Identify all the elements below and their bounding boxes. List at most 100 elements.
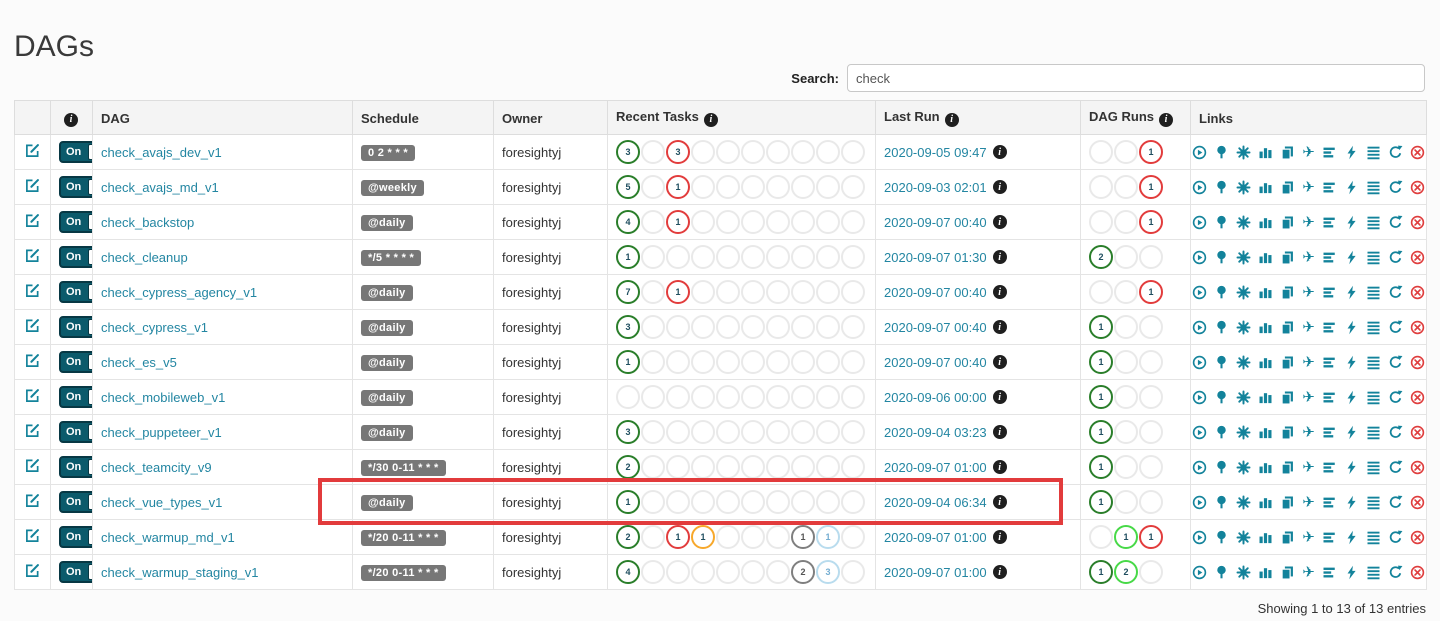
task-state-circle-success[interactable]: 3: [616, 140, 640, 164]
edit-dag-icon[interactable]: [25, 458, 40, 473]
gantt-view-icon[interactable]: [1322, 495, 1337, 510]
tree-view-icon[interactable]: [1214, 495, 1229, 510]
task-state-circle-running[interactable]: 1: [1114, 525, 1138, 549]
dag-pause-toggle[interactable]: On: [59, 281, 92, 303]
code-view-icon[interactable]: [1344, 320, 1359, 335]
landing-times-icon[interactable]: ✈: [1302, 528, 1315, 546]
refresh-icon[interactable]: [1388, 495, 1403, 510]
delete-dag-icon[interactable]: [1410, 250, 1425, 265]
edit-dag-icon[interactable]: [25, 248, 40, 263]
delete-dag-icon[interactable]: [1410, 285, 1425, 300]
task-tries-icon[interactable]: [1280, 355, 1295, 370]
trigger-dag-icon[interactable]: [1192, 180, 1207, 195]
edit-dag-icon[interactable]: [25, 423, 40, 438]
trigger-dag-icon[interactable]: [1192, 530, 1207, 545]
dag-pause-toggle[interactable]: On: [59, 456, 92, 478]
edit-dag-icon[interactable]: [25, 178, 40, 193]
dag-pause-toggle[interactable]: On: [59, 421, 92, 443]
task-state-circle-failed[interactable]: 1: [1139, 210, 1163, 234]
last-run-link[interactable]: 2020-09-07 00:40: [884, 284, 987, 300]
last-run-link[interactable]: 2020-09-07 00:40: [884, 354, 987, 370]
dag-pause-toggle[interactable]: On: [59, 246, 92, 268]
dag-link[interactable]: check_cypress_v1: [101, 319, 208, 335]
code-view-icon[interactable]: [1344, 215, 1359, 230]
task-duration-icon[interactable]: [1258, 145, 1273, 160]
dag-pause-toggle[interactable]: On: [59, 526, 92, 548]
landing-times-icon[interactable]: ✈: [1302, 248, 1315, 266]
task-duration-icon[interactable]: [1258, 460, 1273, 475]
trigger-dag-icon[interactable]: [1192, 460, 1207, 475]
task-state-circle-running[interactable]: 2: [1114, 560, 1138, 584]
refresh-icon[interactable]: [1388, 565, 1403, 580]
task-state-circle-failed[interactable]: 1: [666, 280, 690, 304]
graph-view-icon[interactable]: [1236, 530, 1251, 545]
refresh-icon[interactable]: [1388, 355, 1403, 370]
dag-link[interactable]: check_warmup_staging_v1: [101, 564, 259, 580]
trigger-dag-icon[interactable]: [1192, 390, 1207, 405]
task-duration-icon[interactable]: [1258, 355, 1273, 370]
tree-view-icon[interactable]: [1214, 180, 1229, 195]
search-input[interactable]: [847, 64, 1425, 92]
last-run-link[interactable]: 2020-09-04 03:23: [884, 424, 987, 440]
task-duration-icon[interactable]: [1258, 285, 1273, 300]
landing-times-icon[interactable]: ✈: [1302, 283, 1315, 301]
landing-times-icon[interactable]: ✈: [1302, 353, 1315, 371]
task-duration-icon[interactable]: [1258, 565, 1273, 580]
code-view-icon[interactable]: [1344, 565, 1359, 580]
tree-view-icon[interactable]: [1214, 460, 1229, 475]
tree-view-icon[interactable]: [1214, 250, 1229, 265]
gantt-view-icon[interactable]: [1322, 565, 1337, 580]
tree-view-icon[interactable]: [1214, 425, 1229, 440]
task-state-circle-queued[interactable]: 2: [791, 560, 815, 584]
task-state-circle-success[interactable]: 2: [616, 525, 640, 549]
task-tries-icon[interactable]: [1280, 460, 1295, 475]
code-view-icon[interactable]: [1344, 180, 1359, 195]
graph-view-icon[interactable]: [1236, 285, 1251, 300]
task-duration-icon[interactable]: [1258, 425, 1273, 440]
dag-pause-toggle[interactable]: On: [59, 316, 92, 338]
trigger-dag-icon[interactable]: [1192, 425, 1207, 440]
graph-view-icon[interactable]: [1236, 180, 1251, 195]
gantt-view-icon[interactable]: [1322, 215, 1337, 230]
last-run-link[interactable]: 2020-09-03 02:01: [884, 179, 987, 195]
logs-icon[interactable]: [1366, 180, 1381, 195]
code-view-icon[interactable]: [1344, 530, 1359, 545]
dag-pause-toggle[interactable]: On: [59, 491, 92, 513]
graph-view-icon[interactable]: [1236, 145, 1251, 160]
trigger-dag-icon[interactable]: [1192, 355, 1207, 370]
trigger-dag-icon[interactable]: [1192, 495, 1207, 510]
task-state-circle-failed[interactable]: 1: [1139, 280, 1163, 304]
edit-dag-icon[interactable]: [25, 493, 40, 508]
trigger-dag-icon[interactable]: [1192, 250, 1207, 265]
task-state-circle-none[interactable]: 1: [816, 525, 840, 549]
gantt-view-icon[interactable]: [1322, 530, 1337, 545]
trigger-dag-icon[interactable]: [1192, 320, 1207, 335]
gantt-view-icon[interactable]: [1322, 145, 1337, 160]
refresh-icon[interactable]: [1388, 145, 1403, 160]
task-tries-icon[interactable]: [1280, 180, 1295, 195]
task-state-circle-success[interactable]: 1: [616, 350, 640, 374]
edit-dag-icon[interactable]: [25, 528, 40, 543]
logs-icon[interactable]: [1366, 285, 1381, 300]
logs-icon[interactable]: [1366, 495, 1381, 510]
task-state-circle-success[interactable]: 4: [616, 210, 640, 234]
task-state-circle-success[interactable]: 1: [1089, 350, 1113, 374]
task-duration-icon[interactable]: [1258, 495, 1273, 510]
logs-icon[interactable]: [1366, 250, 1381, 265]
dag-link[interactable]: check_teamcity_v9: [101, 459, 212, 475]
task-state-circle-failed[interactable]: 1: [1139, 525, 1163, 549]
code-view-icon[interactable]: [1344, 390, 1359, 405]
last-run-link[interactable]: 2020-09-07 00:40: [884, 214, 987, 230]
dag-link[interactable]: check_cleanup: [101, 249, 188, 265]
dag-link[interactable]: check_cypress_agency_v1: [101, 284, 258, 300]
task-duration-icon[interactable]: [1258, 180, 1273, 195]
landing-times-icon[interactable]: ✈: [1302, 143, 1315, 161]
edit-dag-icon[interactable]: [25, 318, 40, 333]
dag-link[interactable]: check_vue_types_v1: [101, 494, 223, 510]
refresh-icon[interactable]: [1388, 285, 1403, 300]
dag-pause-toggle[interactable]: On: [59, 211, 92, 233]
graph-view-icon[interactable]: [1236, 565, 1251, 580]
graph-view-icon[interactable]: [1236, 425, 1251, 440]
delete-dag-icon[interactable]: [1410, 320, 1425, 335]
task-tries-icon[interactable]: [1280, 250, 1295, 265]
